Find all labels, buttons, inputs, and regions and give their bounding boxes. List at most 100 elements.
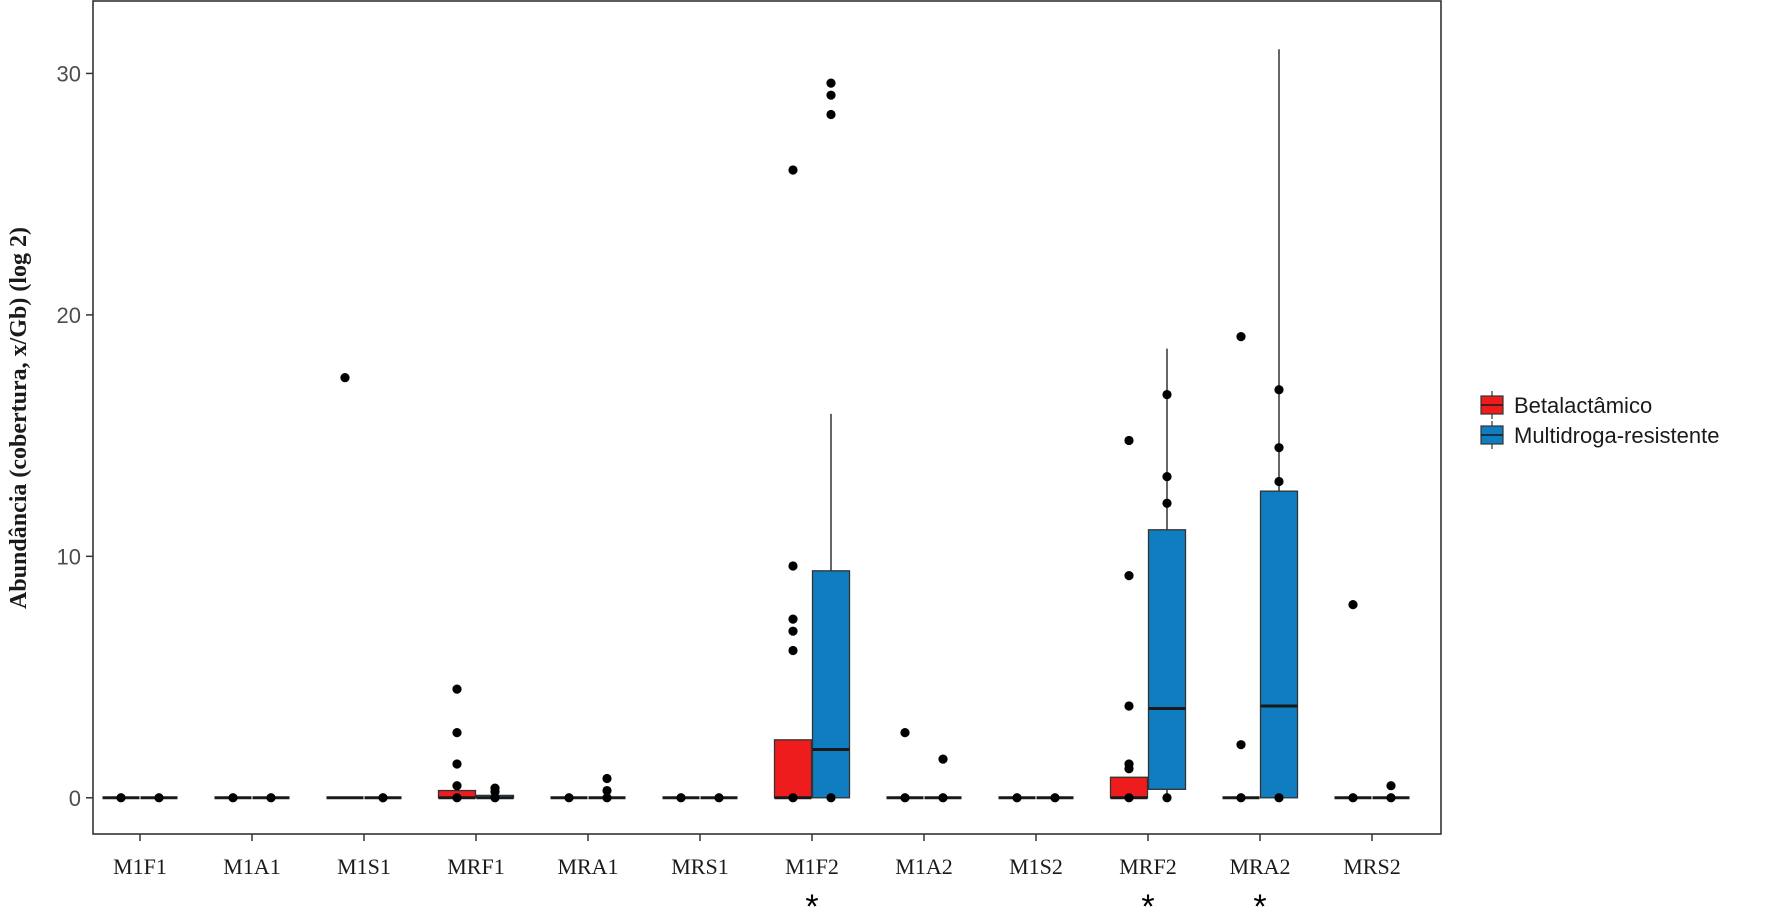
x-tick-label: M1A2 xyxy=(895,854,952,879)
outlier-point xyxy=(1162,793,1172,803)
box-body xyxy=(1147,529,1187,790)
box-M1S2 xyxy=(1036,793,1074,803)
outlier-point xyxy=(1348,793,1358,803)
x-tick-label: MRA2 xyxy=(1229,854,1290,879)
box-body xyxy=(773,739,813,799)
outlier-point xyxy=(938,754,948,764)
outlier-point xyxy=(900,793,910,803)
outlier-point xyxy=(788,645,798,656)
outlier-point xyxy=(490,793,500,803)
outlier-point xyxy=(564,793,574,803)
outlier-point xyxy=(1236,793,1246,803)
y-tick-label: 30 xyxy=(57,61,81,86)
box-MRS2 xyxy=(1334,600,1372,803)
series-multidroga-resistente xyxy=(140,49,1410,803)
box-MRS2 xyxy=(1372,781,1410,803)
outlier-point xyxy=(490,783,500,793)
outlier-point xyxy=(1050,793,1060,803)
significance-markers: * * * xyxy=(805,888,1266,922)
outlier-point xyxy=(826,793,836,803)
box-M1F2 xyxy=(773,165,813,803)
outlier-point xyxy=(1274,793,1284,803)
legend-key-1 xyxy=(1480,421,1504,449)
outlier-point xyxy=(900,727,910,738)
legend-key-0 xyxy=(1480,391,1504,419)
x-tick-label: M1S2 xyxy=(1009,854,1063,879)
box-M1A1 xyxy=(214,793,252,803)
outlier-point xyxy=(1386,781,1396,791)
outlier-point xyxy=(788,165,798,175)
box-MRS1 xyxy=(662,793,700,803)
box-MRF1 xyxy=(437,684,477,803)
box-MRA1 xyxy=(550,793,588,803)
box-M1A2 xyxy=(924,754,962,803)
significance-star: * xyxy=(1253,888,1266,922)
box-M1F1 xyxy=(102,793,140,803)
box-MRF2 xyxy=(1147,348,1187,803)
outlier-point xyxy=(452,759,462,769)
box-MRF1 xyxy=(475,783,515,803)
outlier-point xyxy=(826,90,836,100)
outlier-point xyxy=(602,793,612,803)
outlier-point xyxy=(1236,740,1246,750)
outlier-point xyxy=(1162,389,1172,400)
significance-star: * xyxy=(805,888,818,922)
outlier-point xyxy=(1236,332,1246,342)
x-tick-label: MRS1 xyxy=(671,854,728,879)
outlier-point xyxy=(1348,600,1358,610)
outlier-point xyxy=(1162,498,1172,508)
box-M1F2 xyxy=(811,78,851,803)
outlier-point xyxy=(1012,793,1022,803)
outlier-point xyxy=(602,785,612,796)
y-tick-label: 0 xyxy=(69,786,81,811)
y-axis-title: Abundância (cobertura, x/Gb) (log 2) xyxy=(6,227,32,609)
outlier-point xyxy=(154,793,164,803)
legend-label: Multidroga-resistente xyxy=(1514,423,1719,448)
outlier-point xyxy=(714,793,724,803)
box-M1S2 xyxy=(998,793,1036,803)
box-body xyxy=(1259,490,1299,799)
outlier-point xyxy=(788,614,798,624)
x-tick-label: M1F2 xyxy=(785,854,839,879)
outlier-point xyxy=(452,684,462,694)
legend-label: Betalactâmico xyxy=(1514,393,1652,418)
outlier-point xyxy=(826,78,836,88)
outlier-point xyxy=(826,109,836,120)
outlier-point xyxy=(1124,759,1134,769)
box-MRA2 xyxy=(1222,332,1260,803)
legend: Betalactâmico Multidroga-resistente xyxy=(1480,391,1719,449)
box-MRF2 xyxy=(1109,435,1149,803)
x-tick-label: MRS2 xyxy=(1343,854,1400,879)
outlier-point xyxy=(1124,435,1134,446)
outlier-point xyxy=(452,781,462,791)
outlier-point xyxy=(340,373,350,383)
outlier-point xyxy=(1124,701,1134,711)
outlier-point xyxy=(788,626,798,636)
outlier-point xyxy=(378,793,388,803)
significance-star: * xyxy=(1141,888,1154,922)
chart-marks xyxy=(102,49,1410,803)
x-tick-label: MRF1 xyxy=(447,854,504,879)
outlier-point xyxy=(1274,443,1284,453)
outlier-point xyxy=(1274,476,1284,487)
x-axis: M1F1 M1A1 M1S1 MRF1 MRA1 MRS1 M1F2 M1A2 M1S2 MRF2… xyxy=(113,834,1401,879)
y-axis: 0 10 20 30 xyxy=(57,61,93,811)
outlier-point xyxy=(788,793,798,803)
outlier-point xyxy=(1124,793,1134,803)
outlier-point xyxy=(602,773,612,784)
outlier-point xyxy=(938,793,948,803)
outlier-point xyxy=(1386,793,1396,803)
outlier-point xyxy=(1274,385,1284,395)
outlier-point xyxy=(266,793,276,803)
plot-panel xyxy=(92,0,1442,835)
box-M1A1 xyxy=(252,793,290,803)
box-M1S1 xyxy=(364,793,402,803)
box-MRA2 xyxy=(1259,49,1299,803)
box-body xyxy=(811,570,851,799)
outlier-point xyxy=(676,793,686,803)
outlier-point xyxy=(116,793,126,803)
box-M1F1 xyxy=(140,793,178,803)
box-M1S1 xyxy=(326,373,364,800)
outlier-point xyxy=(452,727,462,738)
